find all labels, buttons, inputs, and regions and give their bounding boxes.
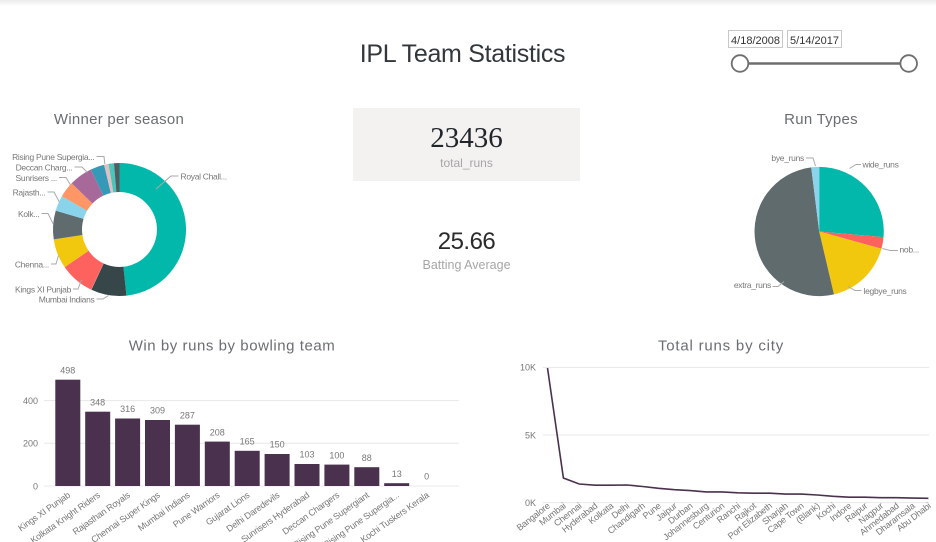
svg-text:103: 103 (299, 450, 314, 460)
svg-text:309: 309 (150, 406, 165, 416)
svg-text:287: 287 (180, 410, 195, 420)
svg-text:208: 208 (210, 427, 225, 437)
svg-text:Mumbai Indians: Mumbai Indians (39, 295, 95, 305)
svg-text:Kings XI Punjab: Kings XI Punjab (15, 285, 72, 295)
svg-text:150: 150 (270, 440, 285, 450)
svg-text:0: 0 (424, 472, 429, 482)
svg-text:348: 348 (90, 397, 105, 407)
svg-text:wide_runs: wide_runs (862, 160, 899, 170)
svg-text:5K: 5K (525, 430, 536, 440)
svg-text:extra_runs: extra_runs (734, 280, 771, 290)
svg-text:Sunrisers ...: Sunrisers ... (16, 173, 57, 183)
svg-text:Run Types: Run Types (784, 111, 858, 128)
svg-text:100: 100 (329, 450, 344, 460)
svg-text:10K: 10K (520, 363, 536, 373)
svg-text:13: 13 (392, 469, 402, 479)
svg-text:Rising Pune Supergia...: Rising Pune Supergia... (12, 152, 94, 162)
svg-text:Deccan Charg...: Deccan Charg... (16, 163, 73, 173)
svg-text:legbye_runs: legbye_runs (864, 286, 907, 296)
svg-text:0: 0 (33, 481, 38, 491)
svg-text:bye_runs: bye_runs (771, 153, 804, 163)
svg-text:498: 498 (60, 365, 75, 375)
svg-text:88: 88 (362, 453, 372, 463)
svg-text:Chenna...: Chenna... (15, 260, 49, 270)
svg-text:nob...: nob... (900, 245, 919, 255)
svg-text:165: 165 (240, 437, 255, 447)
svg-text:0K: 0K (525, 498, 536, 508)
svg-text:200: 200 (23, 439, 38, 449)
svg-text:Win by runs by bowling team: Win by runs by bowling team (129, 338, 336, 355)
svg-text:Kolk...: Kolk... (18, 209, 40, 219)
svg-text:316: 316 (120, 404, 135, 414)
svg-text:400: 400 (23, 396, 38, 406)
svg-text:Winner per season: Winner per season (54, 111, 184, 128)
svg-text:Royal Chall...: Royal Chall... (181, 172, 227, 182)
svg-text:Total runs by city: Total runs by city (658, 338, 784, 355)
svg-text:Rajasth...: Rajasth... (13, 188, 46, 198)
